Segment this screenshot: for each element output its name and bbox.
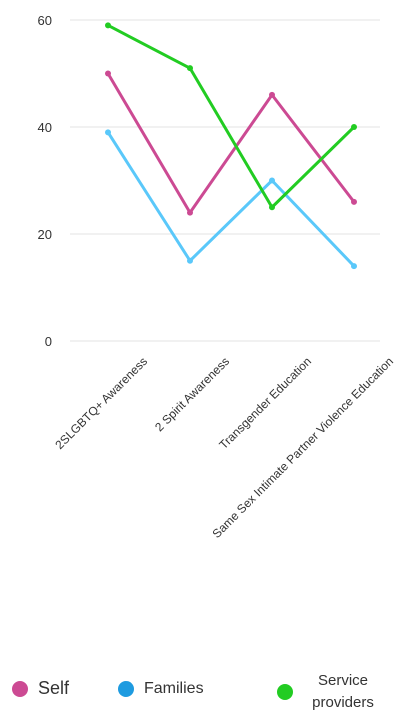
legend-label-service-providers: Service providers <box>312 672 374 711</box>
data-point-families-0[interactable] <box>105 129 111 136</box>
x-category-label-2: Transgender Education <box>216 354 314 452</box>
x-category-label-0: 2SLGBTQ+ Awareness <box>52 354 150 452</box>
data-point-families-3[interactable] <box>351 263 357 270</box>
data-point-self-2[interactable] <box>269 91 275 98</box>
series-line-self[interactable] <box>106 72 356 215</box>
legend-marker-service-providers <box>277 684 293 700</box>
legend-marker-self <box>12 680 28 697</box>
y-tick-label-20: 20 <box>38 227 52 242</box>
legend-label-self: Self <box>38 678 70 698</box>
legend-marker-families <box>118 681 134 697</box>
gridlines <box>70 19 380 342</box>
legend-item-self[interactable]: Self <box>12 678 69 699</box>
x-axis-labels: 2SLGBTQ+ Awareness 2 Spirit AwarenessTran… <box>52 354 396 541</box>
data-point-self-1[interactable] <box>187 209 193 216</box>
legend: Self Families Service providers <box>0 664 398 717</box>
y-tick-label-40: 40 <box>38 120 52 135</box>
series-line-families[interactable] <box>106 131 356 268</box>
legend-item-families[interactable]: Families <box>118 680 204 698</box>
data-point-families-1[interactable] <box>187 257 193 264</box>
series-points <box>105 22 357 270</box>
data-point-self-0[interactable] <box>105 70 111 77</box>
data-point-service-providers-3[interactable] <box>351 124 357 130</box>
legend-label-families: Families <box>144 680 204 697</box>
data-point-service-providers-1[interactable] <box>187 65 193 72</box>
y-tick-label-0: 0 <box>45 334 52 349</box>
x-category-label-1: 2 Spirit Awareness <box>152 354 232 434</box>
data-point-families-2[interactable] <box>269 177 275 184</box>
x-category-label-3: Same Sex Intimate Partner Violence Educa… <box>210 354 397 541</box>
data-point-self-3[interactable] <box>351 198 357 205</box>
y-tick-label-60: 60 <box>38 13 52 28</box>
data-point-service-providers-0[interactable] <box>105 22 111 29</box>
series-line-service-providers[interactable] <box>107 24 356 209</box>
y-axis-ticks: 0 20 40 60 <box>38 13 52 349</box>
line-chart: 0 20 40 60 2SLGBTQ+ Awareness 2 Spirit Aware… <box>38 13 397 541</box>
data-point-service-providers-2[interactable] <box>269 204 275 211</box>
series-lines <box>106 24 356 268</box>
legend-item-service-providers[interactable]: Service providers <box>277 670 383 714</box>
